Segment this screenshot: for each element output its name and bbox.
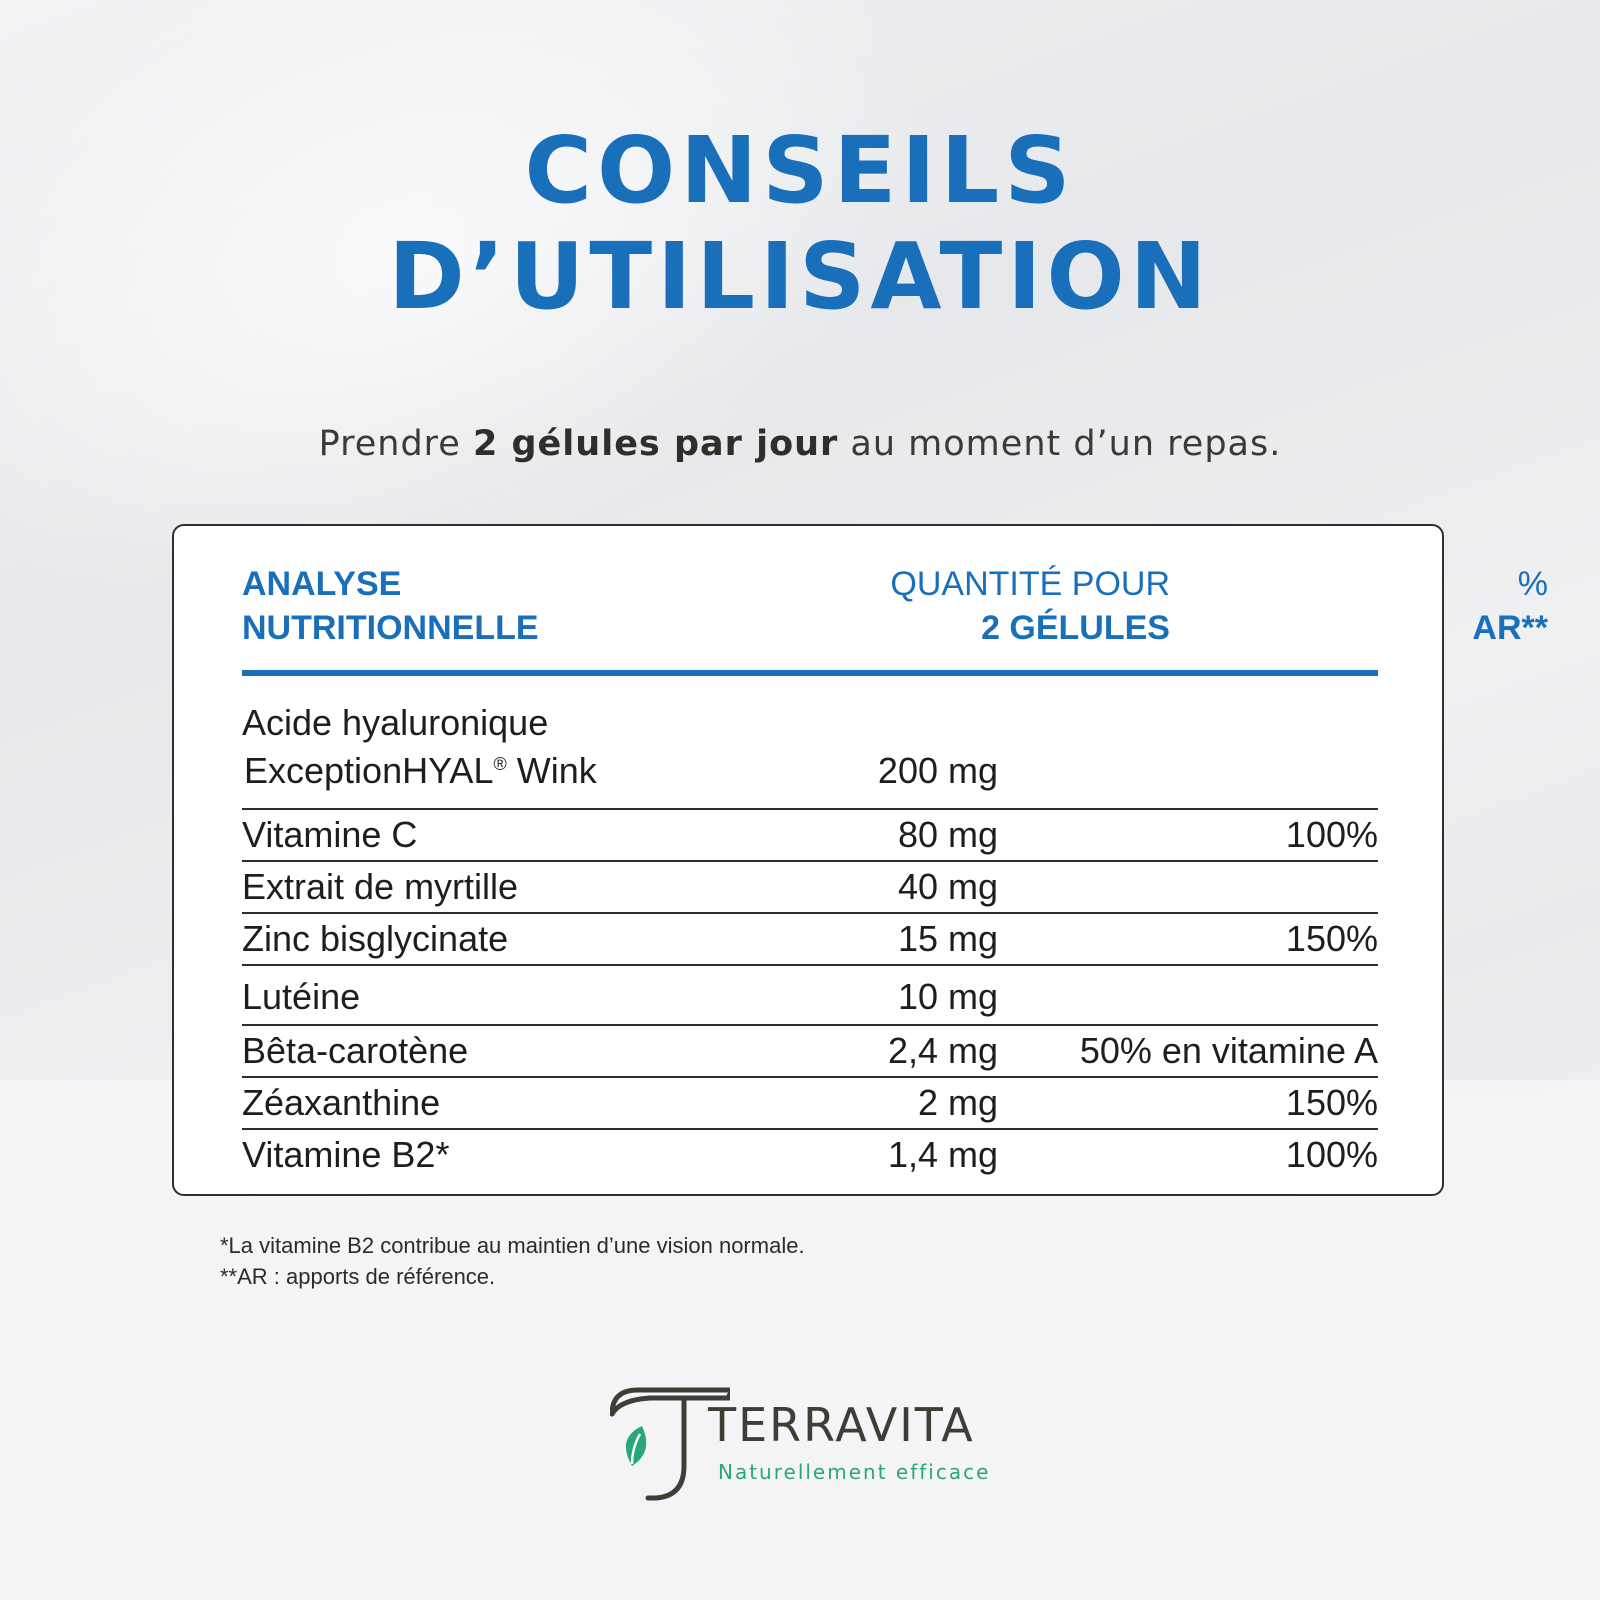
row-quantity: 200 mg [877, 750, 998, 791]
page-title: CONSEILS D’UTILISATION [0, 118, 1600, 330]
row-name-line2: ExceptionHYAL® Wink [244, 750, 597, 792]
footnotes: *La vitamine B2 contribue au maintien d’… [220, 1230, 805, 1292]
header-quantity: QUANTITÉ POUR 2 GÉLULES [674, 562, 1170, 650]
footnote-ar: **AR : apports de référence. [220, 1264, 496, 1289]
table-row: Lutéine 10 mg [242, 966, 1378, 1026]
table-row: Zéaxanthine 2 mg 150% [242, 1078, 1378, 1130]
row-quantity: 2,4 mg [887, 1030, 998, 1071]
row-quantity: 10 mg [897, 976, 998, 1017]
header-quantity-line1: QUANTITÉ POUR [890, 565, 1170, 603]
header-quantity-line2: 2 GÉLULES [981, 609, 1170, 647]
row-quantity: 2 mg [917, 1082, 998, 1123]
table-row: Bêta-carotène 2,4 mg 50% en vitamine A [242, 1026, 1378, 1078]
header-analysis-line1: ANALYSE [242, 565, 402, 603]
usage-instruction: Prendre 2 gélules par jour au moment d’u… [0, 424, 1600, 464]
row-name: Zinc bisglycinate [242, 918, 509, 959]
row-name: Vitamine C [242, 814, 418, 855]
table-row: Vitamine B2* 1,4 mg 100% [242, 1130, 1378, 1180]
instruction-dosage: 2 gélules par jour [472, 424, 839, 464]
row-name-brand: ExceptionHYAL [244, 750, 494, 791]
row-quantity: 1,4 mg [887, 1134, 998, 1175]
brand-logo: TERRAVITA Naturellement efficace [610, 1386, 1010, 1506]
logo-wordmark: TERRAVITA [708, 1398, 975, 1452]
row-name-suffix: Wink [506, 750, 597, 791]
table-row: Vitamine C 80 mg 100% [242, 810, 1378, 862]
title-line-2: D’UTILISATION [388, 223, 1212, 330]
row-ar: 100% [1285, 814, 1378, 855]
header-ar: % AR** [1174, 562, 1548, 650]
header-ar-line1: % [1517, 565, 1548, 603]
row-ar: 150% [1285, 918, 1378, 959]
header-ar-line2: AR** [1472, 609, 1548, 647]
row-quantity: 40 mg [897, 866, 998, 907]
row-name: Lutéine [242, 976, 361, 1017]
row-ar: 100% [1285, 1134, 1378, 1175]
row-name: Bêta-carotène [242, 1030, 469, 1071]
header-divider [242, 670, 1378, 676]
registered-mark: ® [493, 754, 507, 774]
nutrition-rows: Acide hyaluronique ExceptionHYAL® Wink 2… [242, 698, 1378, 1180]
footnote-vitamin-b2: *La vitamine B2 contribue au maintien d’… [220, 1233, 805, 1258]
row-name-line1: Acide hyaluronique [242, 702, 549, 743]
logo-tagline: Naturellement efficace [718, 1460, 991, 1484]
header-analysis-line2: NUTRITIONNELLE [242, 609, 539, 647]
row-ar: 50% en vitamine A [1079, 1030, 1378, 1071]
table-row: Zinc bisglycinate 15 mg 150% [242, 914, 1378, 966]
title-line-1: CONSEILS [524, 117, 1076, 224]
row-quantity: 80 mg [897, 814, 998, 855]
table-row: Extrait de myrtille 40 mg [242, 862, 1378, 914]
row-quantity: 15 mg [897, 918, 998, 959]
row-name: Extrait de myrtille [242, 866, 519, 907]
header-analysis: ANALYSE NUTRITIONNELLE [242, 562, 539, 650]
instruction-before: Prendre [318, 424, 473, 464]
row-name: Zéaxanthine [242, 1082, 441, 1123]
row-name: Vitamine B2* [242, 1134, 450, 1175]
instruction-after: au moment d’un repas. [838, 424, 1282, 464]
terravita-t-leaf-icon [610, 1387, 730, 1501]
table-row: Acide hyaluronique ExceptionHYAL® Wink 2… [242, 698, 1378, 810]
nutrition-table-card: ANALYSE NUTRITIONNELLE QUANTITÉ POUR 2 G… [172, 524, 1548, 1196]
row-ar: 150% [1285, 1082, 1378, 1123]
